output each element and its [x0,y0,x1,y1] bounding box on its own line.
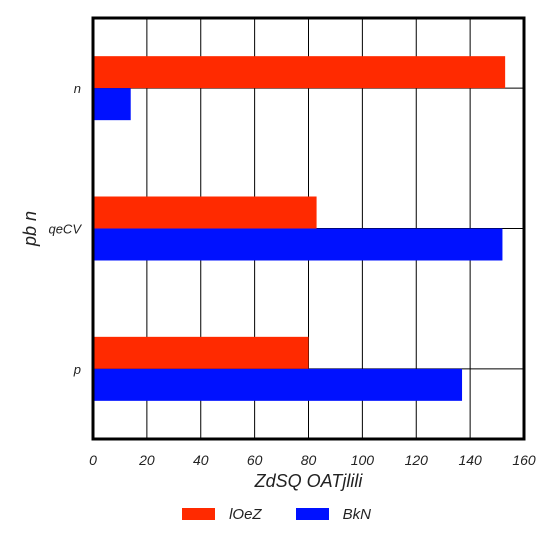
bar-series-1-p [93,336,309,369]
x-tick-label: 140 [458,452,482,468]
x-axis-label: ZdSQ OATjlili [254,471,364,491]
x-tick-label: 20 [138,452,155,468]
x-tick-labels: 0 20 40 60 80 100 120 140 160 [89,452,536,468]
legend-swatch-series-2 [295,508,329,520]
legend-item-series-2: BkN [295,505,371,523]
bar-series-2-n [93,88,131,121]
bar-series-1-qeCV [93,196,317,229]
x-tick-label: 0 [89,452,97,468]
legend-swatch-series-1 [182,508,216,520]
bar-series-2-p [93,368,463,401]
y-tick-label: n [74,81,81,96]
x-tick-label: 80 [301,452,317,468]
y-axis-label: pb n [20,211,40,247]
y-tick-labels: p qeCV n [48,81,82,377]
x-tick-label: 120 [405,452,429,468]
legend-item-series-1: lOeZ [182,506,262,523]
y-tick-label: p [73,362,81,377]
x-tick-label: 100 [351,452,375,468]
legend-label-series-1: lOeZ [229,505,262,523]
x-tick-label: 40 [193,452,209,468]
bar-series-2-qeCV [93,228,503,261]
legend-label-series-2: BkN [342,505,371,523]
bar-series-1-n [93,56,506,89]
plot-frame [91,16,526,441]
bars [93,56,506,401]
legend: lOeZ BkN [0,500,553,528]
x-tick-label: 60 [247,452,263,468]
y-tick-label: qeCV [48,222,82,237]
bar-chart: 0 20 40 60 80 100 120 140 160 p qeCV n ZdSQ OATjli… [20,16,536,491]
x-tick-label: 160 [512,452,536,468]
